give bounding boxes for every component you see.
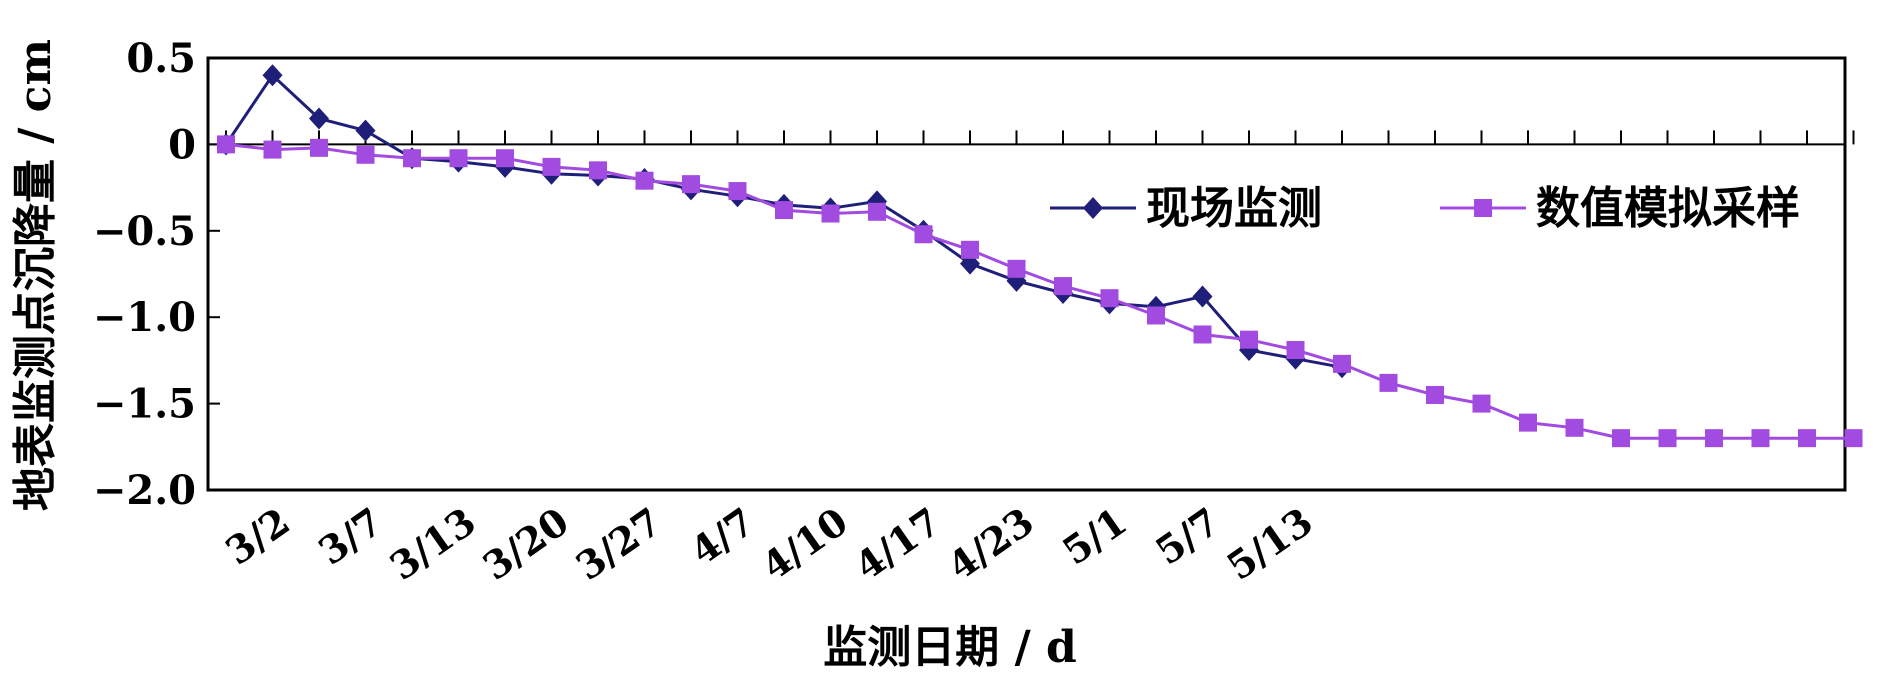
data-point bbox=[1333, 354, 1351, 373]
data-point bbox=[1565, 418, 1584, 437]
data-point bbox=[1658, 429, 1677, 448]
y-axis-ticks: 0.5 0 −0.5 −1.0 −1.5 −2.0 bbox=[93, 35, 220, 514]
data-point bbox=[868, 202, 886, 221]
data-point bbox=[682, 175, 700, 194]
x-tick-label: 4/17 bbox=[847, 499, 949, 589]
legend-marker bbox=[1083, 197, 1103, 219]
data-point bbox=[1379, 373, 1398, 392]
x-tick-label: 3/27 bbox=[568, 499, 670, 589]
data-point bbox=[1240, 330, 1258, 349]
legend-item-1: 现场监测 bbox=[1050, 183, 1322, 234]
data-point bbox=[1844, 429, 1863, 448]
legend-label: 现场监测 bbox=[1146, 183, 1322, 234]
data-point bbox=[1612, 429, 1630, 448]
x-tick-label: 5/13 bbox=[1219, 499, 1321, 589]
legend: 现场监测 数值模拟采样 bbox=[1050, 183, 1800, 234]
x-axis-ticks: 3/2 3/73/133/203/27 4/74/104/174/23 5/1 5/75… bbox=[217, 499, 1321, 589]
x-tick-label: 4/23 bbox=[940, 499, 1042, 589]
data-point bbox=[542, 157, 561, 176]
y-tick-label: −1.5 bbox=[93, 381, 196, 428]
data-point bbox=[356, 145, 375, 164]
data-point bbox=[1147, 306, 1165, 325]
data-point bbox=[914, 225, 933, 244]
data-point bbox=[217, 135, 235, 154]
y-tick-label: −0.5 bbox=[93, 208, 196, 255]
data-point bbox=[1472, 394, 1491, 413]
x-tick-label: 4/10 bbox=[754, 499, 856, 589]
plot-frame bbox=[206, 56, 1847, 492]
data-point bbox=[263, 140, 282, 159]
data-point bbox=[1193, 325, 1212, 344]
data-point bbox=[1054, 277, 1072, 296]
data-point bbox=[1192, 285, 1213, 308]
x-tick-label: 3/20 bbox=[475, 499, 577, 589]
data-point bbox=[262, 64, 283, 87]
series-layer bbox=[216, 64, 1863, 448]
data-point bbox=[309, 107, 329, 130]
data-point bbox=[1519, 413, 1537, 432]
data-point bbox=[961, 240, 979, 259]
data-point bbox=[1751, 429, 1770, 448]
x-axis-label: 监测日期 / d bbox=[823, 622, 1076, 673]
data-point bbox=[1286, 341, 1305, 360]
data-point bbox=[728, 182, 747, 201]
data-point bbox=[355, 119, 376, 142]
y-axis-label: 地表监测点沉降量 / cm bbox=[10, 39, 61, 511]
y-tick-label: −2.0 bbox=[93, 467, 196, 514]
legend-marker bbox=[1474, 199, 1492, 217]
x-tick-label: 3/2 bbox=[217, 499, 298, 574]
data-point bbox=[821, 204, 840, 223]
data-point bbox=[960, 252, 980, 275]
x-tick-label: 5/1 bbox=[1054, 499, 1135, 574]
data-point bbox=[310, 138, 328, 157]
data-point bbox=[403, 149, 421, 168]
x-tick-label: 3/7 bbox=[310, 499, 391, 574]
y-tick-label: 0.5 bbox=[126, 35, 196, 82]
data-point bbox=[1100, 289, 1119, 308]
legend-item-2: 数值模拟采样 bbox=[1440, 183, 1800, 234]
series-2 bbox=[217, 135, 1863, 448]
x-tick-label: 4/7 bbox=[682, 499, 763, 574]
data-point bbox=[635, 171, 654, 190]
data-point bbox=[1007, 259, 1026, 278]
data-point bbox=[1705, 429, 1723, 448]
data-point bbox=[1798, 429, 1816, 448]
data-point bbox=[496, 149, 514, 168]
data-point bbox=[775, 201, 793, 220]
x-tick-label: 5/7 bbox=[1147, 499, 1228, 574]
data-point bbox=[1426, 385, 1444, 404]
data-point bbox=[589, 161, 607, 180]
x-tick-label: 3/13 bbox=[382, 499, 484, 589]
y-tick-label: −1.0 bbox=[93, 294, 196, 341]
plot-area bbox=[206, 56, 1855, 492]
legend-label: 数值模拟采样 bbox=[1536, 183, 1800, 234]
y-tick-label: 0 bbox=[168, 121, 196, 168]
data-point bbox=[449, 149, 468, 168]
